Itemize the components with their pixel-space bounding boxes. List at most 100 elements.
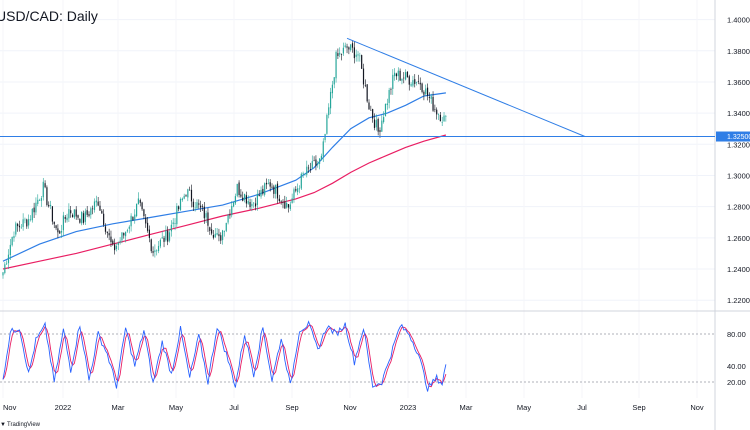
candle-body [412, 80, 414, 86]
candle-body [205, 213, 207, 218]
candle-body [236, 183, 238, 196]
candle-body [381, 120, 383, 132]
candle-body [333, 77, 335, 85]
stochastic-d-line [2, 324, 447, 388]
candle-body [37, 199, 39, 204]
candle-body [88, 214, 90, 216]
candle-body [342, 47, 344, 54]
candle-body [423, 91, 425, 95]
candle-body [426, 87, 429, 96]
candle-body [320, 155, 323, 160]
candle-body [340, 54, 343, 55]
time-tick-label: Nov [690, 403, 704, 412]
tradingview-logo-text: TradingView [7, 422, 41, 428]
candle-body [421, 83, 423, 92]
candle-body [359, 55, 361, 57]
candle-body [308, 167, 310, 169]
candle-body [143, 209, 145, 217]
candle-body [384, 103, 387, 117]
candle-body [82, 213, 85, 223]
stochastic-tick-label: 40.00 [727, 362, 746, 371]
candle-body [286, 202, 288, 208]
candle-body [234, 196, 237, 204]
candle-body [313, 160, 315, 162]
candle-body [145, 217, 147, 224]
candle-body [192, 201, 194, 208]
candle-body [306, 166, 308, 175]
candle-body [379, 130, 381, 132]
candle-body [185, 195, 187, 197]
slow-moving-average-line [2, 134, 447, 270]
candle-body [51, 206, 54, 222]
candle-body [406, 71, 409, 78]
candle-body [245, 195, 247, 204]
candle-body [20, 227, 22, 229]
candle-body [287, 204, 290, 208]
candle-body [117, 242, 119, 246]
candle-body [130, 215, 132, 227]
candle-body [148, 229, 150, 238]
candle-body [42, 181, 44, 198]
candle-body [15, 223, 17, 235]
candle-body [229, 214, 231, 216]
candle-body [212, 234, 215, 238]
candle-body [181, 198, 183, 201]
candle-body [29, 218, 32, 220]
candle-body [297, 188, 299, 193]
candle-body [225, 222, 227, 231]
candle-body [353, 47, 355, 59]
candle-body [146, 222, 149, 231]
candle-body [231, 205, 233, 216]
candle-body [348, 47, 350, 50]
candle-body [31, 208, 33, 221]
time-tick-label: May [169, 403, 183, 412]
candle-body [24, 219, 26, 221]
candle-body [28, 219, 30, 226]
candle-body [157, 245, 160, 252]
candle-body [395, 73, 398, 77]
candle-body [214, 233, 216, 238]
candle-body [64, 216, 66, 219]
time-tick-label: Sep [285, 403, 298, 412]
candle-body [373, 119, 376, 128]
candle-body [436, 109, 438, 115]
candle-body [428, 97, 430, 98]
candle-body [134, 214, 136, 220]
candle-body [357, 54, 359, 56]
candle-body [317, 163, 319, 165]
candle-body [273, 186, 275, 194]
candle-body [403, 77, 405, 79]
candle-body [271, 186, 273, 188]
candle-body [328, 107, 330, 116]
candle-body [156, 250, 158, 252]
candle-body [55, 225, 57, 229]
candle-body [39, 200, 41, 201]
candle-body [66, 217, 68, 221]
candle-body [62, 215, 64, 231]
price-axis: 1.40000 1.38000 1.36000 1.34000 1.32000 1.300… [727, 16, 750, 306]
candle-body [346, 46, 348, 48]
candle-body [361, 55, 363, 69]
candle-body [196, 202, 198, 209]
candle-body [216, 233, 218, 235]
candle-body [9, 244, 11, 256]
candle-body [434, 109, 436, 110]
descending-trendline [346, 37, 586, 137]
candle-body [97, 201, 99, 206]
candle-body [383, 117, 385, 123]
candle-body [232, 202, 235, 207]
candle-body [174, 223, 176, 224]
candle-body [141, 202, 143, 210]
candle-body [128, 226, 130, 229]
candle-body [218, 234, 220, 237]
candle-body [110, 236, 112, 243]
candle-body [203, 206, 205, 219]
candle-body [77, 215, 79, 218]
candle-body [430, 96, 432, 99]
candle-body [159, 239, 161, 247]
candle-body [243, 194, 246, 200]
stochastic-tick-label: 20.00 [727, 378, 746, 387]
candle-body [190, 189, 193, 202]
tradingview-logo: ▼ TradingView [0, 422, 41, 428]
candle-body [298, 188, 301, 190]
